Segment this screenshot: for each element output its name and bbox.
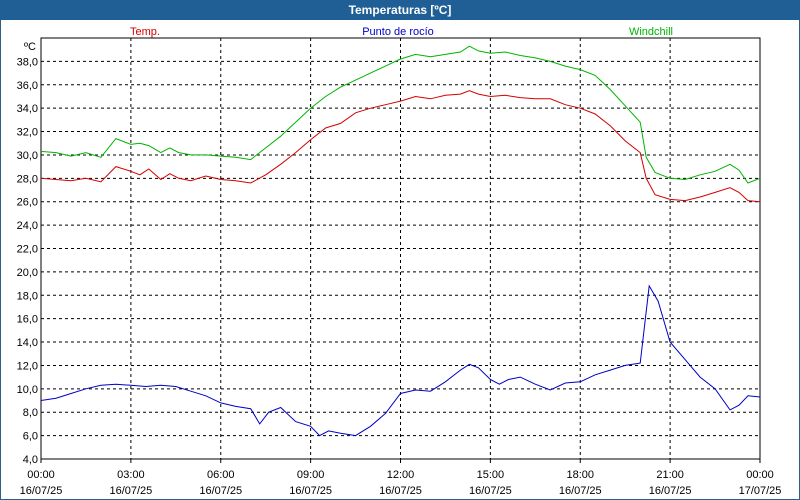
x-tick-time: 00:00 [746, 469, 774, 481]
y-tick-label: 20,0 [17, 267, 38, 279]
series-lines [40, 45, 761, 437]
x-tick-time: 09:00 [297, 469, 325, 481]
legend-entry: Windchill [629, 26, 673, 38]
x-tick-time: 21:00 [656, 469, 684, 481]
y-axis-labels: 4,0 6,0 8,0 10,0 12,0 14,0 16,0 18,0 20,0 22,0 24,… [17, 56, 38, 466]
y-tick-label: 22,0 [17, 244, 38, 256]
x-tick-time: 12:00 [387, 469, 415, 481]
y-tick-label: 38,0 [17, 56, 38, 68]
y-tick-label: 18,0 [17, 290, 38, 302]
x-tick-date: 17/07/25 [739, 485, 782, 497]
x-tick-date: 16/07/25 [109, 485, 152, 497]
y-tick-label: 26,0 [17, 197, 38, 209]
y-tick-label: 34,0 [17, 103, 38, 115]
x-tick-date: 16/07/25 [289, 485, 332, 497]
y-tick-label: 24,0 [17, 220, 38, 232]
x-axis-labels: 00:00 16/07/25 03:00 16/07/25 06:00 16/07/25 0… [20, 469, 782, 497]
x-tick-time: 00:00 [27, 469, 55, 481]
legend-entry: Temp. [130, 26, 160, 38]
y-tick-label: 4,0 [23, 454, 38, 466]
y-tick-label: 14,0 [17, 337, 38, 349]
y-tick-label: 32,0 [17, 127, 38, 139]
x-tick-date: 16/07/25 [199, 485, 242, 497]
series-line [40, 284, 761, 437]
y-tick-label: 28,0 [17, 173, 38, 185]
series-line [40, 45, 761, 184]
x-tick-date: 16/07/25 [20, 485, 63, 497]
series-line [40, 90, 761, 203]
y-axis-unit: ºC [24, 41, 36, 53]
y-tick-label: 30,0 [17, 150, 38, 162]
grid-lines [40, 37, 761, 463]
x-tick-date: 16/07/25 [379, 485, 422, 497]
legend-entry: Punto de rocío [362, 26, 434, 38]
y-tick-label: 10,0 [17, 384, 38, 396]
x-tick-time: 15:00 [477, 469, 505, 481]
x-tick-date: 16/07/25 [469, 485, 512, 497]
x-tick-time: 18:00 [566, 469, 594, 481]
y-tick-label: 36,0 [17, 80, 38, 92]
y-tick-label: 8,0 [23, 407, 38, 419]
y-tick-label: 12,0 [17, 360, 38, 372]
chart-title: Temperaturas [ºC] [0, 0, 800, 20]
x-tick-time: 03:00 [117, 469, 145, 481]
legend: Temp. Punto de rocío Windchill [130, 26, 673, 38]
y-tick-label: 16,0 [17, 314, 38, 326]
x-tick-time: 06:00 [207, 469, 235, 481]
x-tick-date: 16/07/25 [559, 485, 602, 497]
y-tick-label: 6,0 [23, 431, 38, 443]
x-tick-date: 16/07/25 [649, 485, 692, 497]
